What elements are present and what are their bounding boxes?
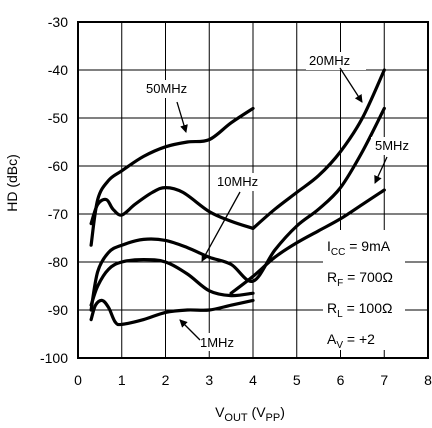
x-tick-label: 4 (249, 372, 257, 388)
label-bg-50mhz (142, 80, 202, 98)
arrow-10mhz (201, 191, 241, 262)
y-tick-label: -70 (48, 206, 68, 222)
curve-20mhz-lower (89, 106, 386, 312)
label-bg-5mhz (371, 137, 423, 155)
x-tick-label: 7 (380, 372, 388, 388)
x-tick-label: 0 (74, 372, 82, 388)
condition-rf: RF = 700Ω (327, 269, 393, 289)
curve-50mhz-lower (89, 186, 255, 230)
label-bg-1mhz (196, 333, 246, 351)
curve-20mhz-upper (251, 68, 386, 230)
condition-icc: ICC = 9mA (327, 238, 391, 258)
x-tick-label: 8 (424, 372, 432, 388)
label-bg-10mhz (214, 173, 274, 191)
y-tick-label: -40 (48, 62, 68, 78)
plot-frame (77, 21, 429, 359)
curve-annotations: 50MHz 20MHz 10MHz 5MHz 1MHz (142, 52, 423, 351)
test-conditions: ICC = 9mA RF = 700Ω RL = 100Ω AV = +2 (323, 230, 405, 351)
arrow-20mhz (339, 67, 363, 103)
curve-5mhz (229, 188, 386, 295)
x-tick-labels: 0 1 2 3 4 5 6 7 8 (74, 372, 432, 388)
condition-rl: RL = 100Ω (327, 300, 392, 320)
y-tick-label: -30 (48, 14, 68, 30)
label-10mhz: 10MHz (217, 174, 258, 189)
arrow-1mhz (179, 319, 201, 341)
y-tick-label: -90 (48, 302, 68, 318)
x-tick-label: 5 (293, 372, 301, 388)
conditions-bg (323, 230, 405, 350)
y-tick-label: -50 (48, 110, 68, 126)
curve-10mhz-lower (89, 258, 255, 307)
x-tick-label: 1 (118, 372, 126, 388)
label-20mhz: 20MHz (309, 53, 350, 68)
y-tick-label: -100 (40, 350, 68, 366)
x-axis-label-mid: (V (248, 404, 267, 420)
x-axis-label: VOUT (VPP) (215, 404, 285, 424)
condition-av: AV = +2 (327, 331, 375, 351)
y-axis-label: HD (dBc) (4, 154, 20, 212)
y-tick-labels: -100 -90 -80 -70 -60 -50 -40 -30 (40, 14, 68, 366)
x-axis-label-main: V (215, 404, 225, 420)
label-bg-20mhz (306, 52, 366, 70)
label-50mhz: 50MHz (146, 81, 187, 96)
x-axis-label-sub1: OUT (224, 412, 248, 424)
curves (89, 68, 386, 327)
label-5mhz: 5MHz (375, 138, 409, 153)
x-tick-label: 3 (205, 372, 213, 388)
curve-1mhz (89, 298, 255, 327)
curve-50mhz-upper (89, 106, 255, 247)
x-axis-label-sub2: PP (266, 412, 281, 424)
x-axis-label-end: ) (280, 404, 285, 420)
arrow-5mhz (374, 156, 388, 184)
y-tick-label: -60 (48, 158, 68, 174)
x-tick-label: 6 (337, 372, 345, 388)
arrow-50mhz (176, 101, 188, 133)
y-tick-label: -80 (48, 254, 68, 270)
label-1mhz: 1MHz (200, 335, 234, 350)
x-tick-label: 2 (162, 372, 170, 388)
